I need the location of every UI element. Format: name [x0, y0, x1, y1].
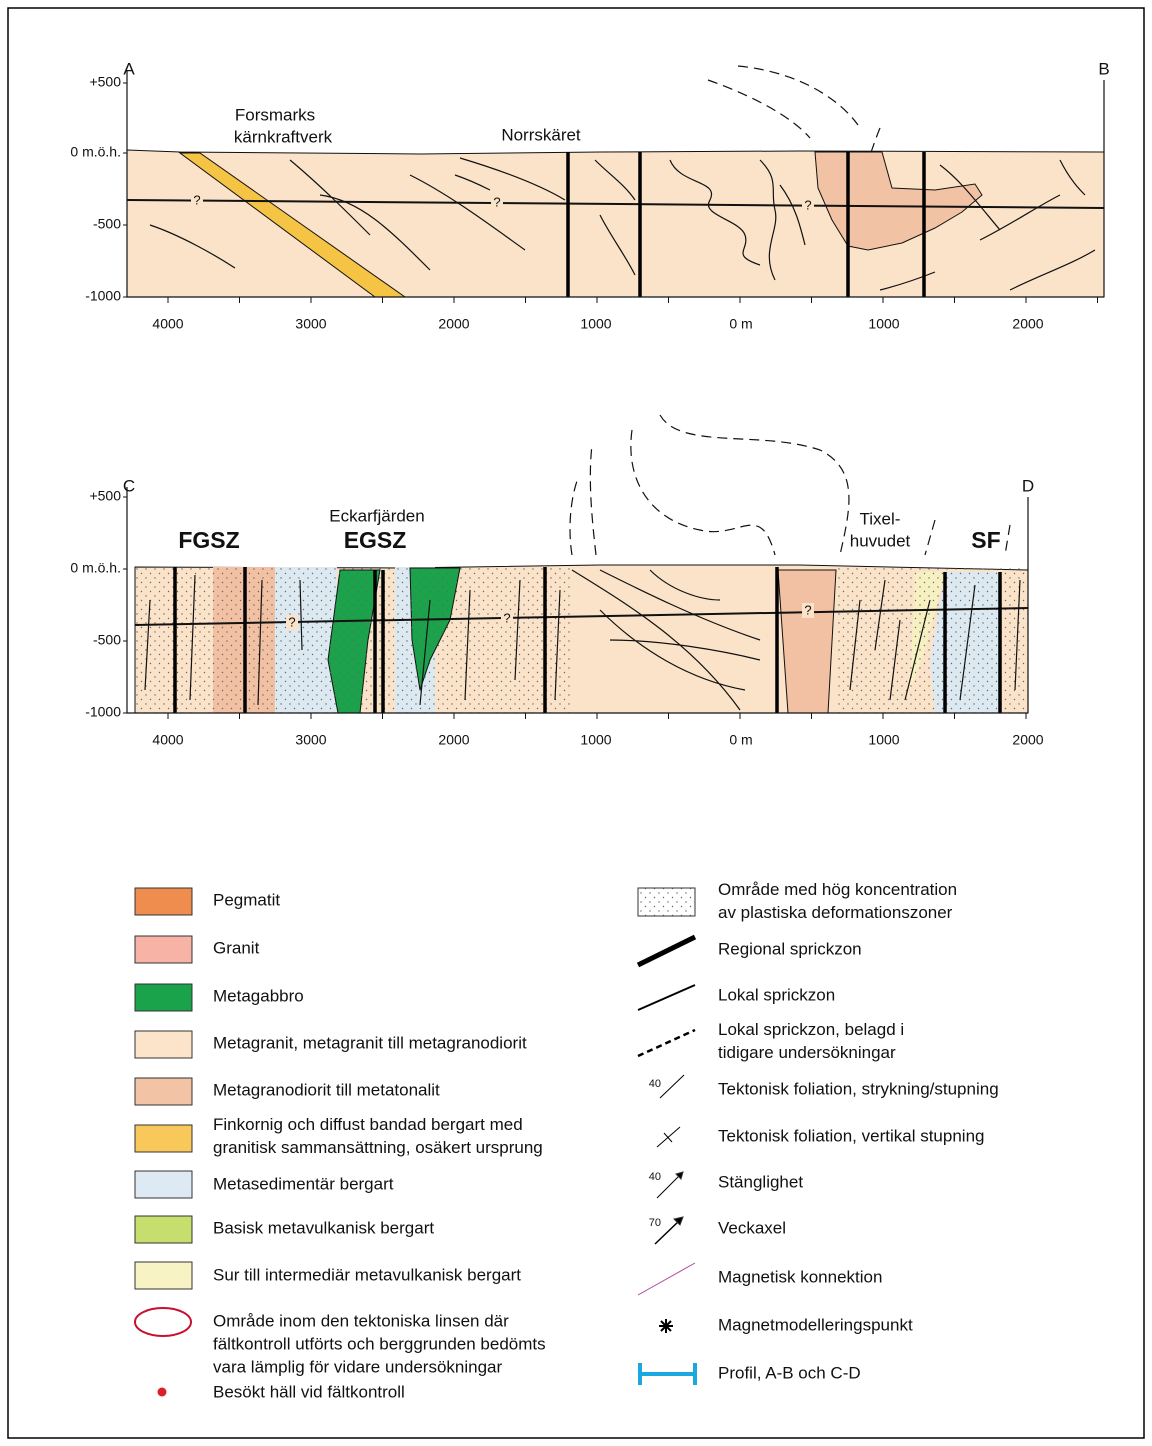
question-mark: ?	[503, 610, 510, 625]
dip-label: 70	[649, 1217, 661, 1229]
legend-label: Metagranit, metagranit till metagranodio…	[213, 1033, 527, 1052]
distance-label: 1000	[868, 732, 899, 748]
depth-label: -1000	[85, 288, 121, 304]
depth-label: +500	[89, 488, 121, 504]
legend-label: Regional sprickzon	[718, 939, 862, 958]
distance-label: 3000	[295, 316, 326, 332]
place-label: Eckarfjärden	[329, 506, 424, 525]
distance-label: 3000	[295, 732, 326, 748]
question-mark: ?	[804, 602, 811, 617]
legend-label: Tektonisk foliation, strykning/stupning	[718, 1079, 999, 1098]
legend-label: Magnetisk konnektion	[718, 1267, 882, 1286]
legend-label: Basisk metavulkanisk bergart	[213, 1218, 434, 1237]
profile-ab	[127, 66, 1104, 297]
legend-label: Besökt häll vid fältkontroll	[213, 1382, 405, 1401]
legend-label: Område med hög koncentration	[718, 880, 957, 899]
legend-label: Lokal sprickzon, belagd i	[718, 1020, 904, 1039]
question-mark: ?	[288, 614, 295, 629]
legend-label: Veckaxel	[718, 1218, 786, 1237]
distance-label: 4000	[152, 732, 183, 748]
question-mark: ?	[193, 192, 200, 207]
place-label: FGSZ	[178, 527, 239, 553]
distance-label: 4000	[152, 316, 183, 332]
legend-label: Lokal sprickzon	[718, 985, 835, 1004]
legend-label: Tektonisk foliation, vertikal stupning	[718, 1126, 984, 1145]
legend-label: fältkontroll utförts och berggrunden bed…	[213, 1334, 546, 1353]
legend-label: Metagabbro	[213, 986, 304, 1005]
end-label: D	[1022, 476, 1034, 495]
place-label: Tixel-	[860, 509, 901, 528]
page: A B +500 0 m.ö.h. -500 -1000 4000 3000 2000 1000 0…	[0, 0, 1152, 1446]
legend-label: vara lämplig för vidare undersökningar	[213, 1357, 502, 1376]
legend-label: granitisk sammansättning, osäkert urspru…	[213, 1138, 543, 1157]
distance-label: 1000	[868, 316, 899, 332]
depth-label: 0 m.ö.h.	[70, 144, 121, 160]
distance-label: 2000	[438, 316, 469, 332]
place-label: SF	[971, 527, 1000, 553]
question-mark: ?	[804, 197, 811, 212]
legend-label: Sur till intermediär metavulkanisk berga…	[213, 1265, 521, 1284]
legend-label: Magnetmodelleringspunkt	[718, 1315, 913, 1334]
dip-label: 40	[649, 1171, 661, 1183]
distance-label: 2000	[1012, 316, 1043, 332]
legend-label: Metagranodiorit till metatonalit	[213, 1080, 440, 1099]
legend-label: Pegmatit	[213, 890, 280, 909]
distance-label: 2000	[1012, 732, 1043, 748]
distance-label: 1000	[580, 316, 611, 332]
place-label: Norrskäret	[501, 125, 581, 144]
legend-label: Område inom den tektoniska linsen där	[213, 1311, 509, 1330]
end-label: B	[1098, 59, 1109, 78]
depth-label: -500	[93, 632, 121, 648]
legend-label: tidigare undersökningar	[718, 1043, 896, 1062]
place-label: kärnkraftverk	[234, 127, 333, 146]
place-label: huvudet	[850, 531, 911, 550]
distance-label: 2000	[438, 732, 469, 748]
depth-label: -1000	[85, 704, 121, 720]
legend-label: Finkornig och diffust bandad bergart med	[213, 1115, 523, 1134]
legend-label: Granit	[213, 938, 260, 957]
question-mark: ?	[493, 194, 500, 209]
legend-label: Profil, A-B och C-D	[718, 1363, 861, 1382]
distance-label: 0 m	[729, 732, 752, 748]
profile-cd	[127, 415, 1028, 713]
distance-label: 0 m	[729, 316, 752, 332]
place-label: Forsmarks	[235, 105, 315, 124]
depth-label: +500	[89, 74, 121, 90]
depth-label: -500	[93, 216, 121, 232]
legend-label: av plastiska deformationszoner	[718, 903, 953, 922]
start-label: A	[123, 59, 135, 78]
start-label: C	[123, 476, 135, 495]
dip-label: 40	[649, 1078, 661, 1090]
depth-label: 0 m.ö.h.	[70, 560, 121, 576]
place-label: EGSZ	[344, 527, 407, 553]
distance-label: 1000	[580, 732, 611, 748]
legend-label: Stänglighet	[718, 1172, 803, 1191]
legend-label: Metasedimentär bergart	[213, 1174, 394, 1193]
